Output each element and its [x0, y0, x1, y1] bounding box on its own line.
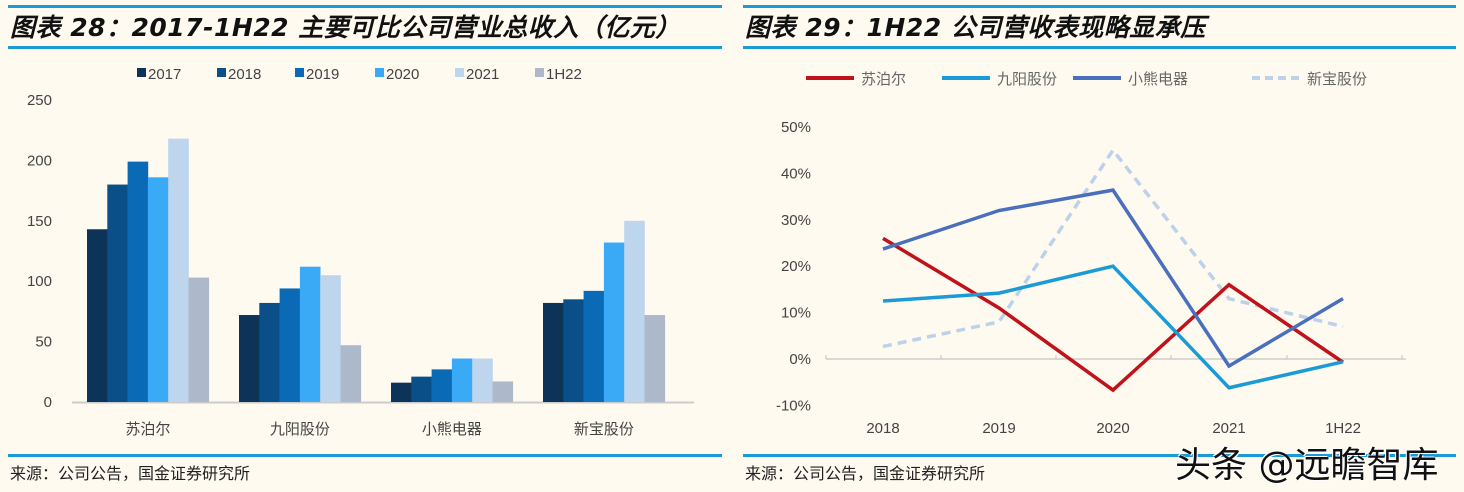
x-category-label: 新宝股份 [574, 421, 634, 438]
y-tick-label: 150 [27, 213, 52, 230]
legend-item: 2018 [217, 66, 261, 83]
legend-swatch-icon [455, 68, 464, 77]
legend-item: 2020 [375, 66, 419, 83]
top-rule [743, 5, 1456, 8]
x-category-label: 2020 [1096, 420, 1129, 437]
source-note: 来源：公司公告，国金证券研究所 [745, 464, 986, 483]
bar [188, 277, 210, 402]
y-tick-label: 0 [44, 394, 52, 411]
svg-text:2019: 2019 [306, 66, 339, 83]
source-note: 来源：公司公告，国金证券研究所 [10, 464, 251, 483]
y-tick-label: 10% [781, 305, 811, 322]
bar [239, 315, 260, 402]
line-chart: -10% 0% 10% 20% 30% 40% 50% 2018 2019 2020 2021 1H2… [776, 71, 1406, 437]
legend-swatch-icon [137, 68, 146, 77]
svg-text:小熊电器: 小熊电器 [1128, 71, 1188, 88]
chart-title: 图表 28：2017-1H22 主要可比公司营业总收入（亿元） [10, 13, 681, 42]
bar [168, 138, 189, 402]
x-category-label: 1H22 [1325, 420, 1361, 437]
svg-text:2018: 2018 [228, 66, 261, 83]
svg-text:苏泊尔: 苏泊尔 [861, 71, 906, 88]
y-tick-label: 50 [35, 334, 52, 351]
bar-group [543, 220, 666, 402]
bar [644, 315, 666, 402]
legend-swatch-icon [217, 68, 226, 77]
x-category-label: 2018 [866, 420, 899, 437]
legend-item: 2017 [137, 66, 181, 83]
bar [492, 381, 514, 402]
series-line [882, 188, 1344, 369]
y-tick-label: 250 [27, 92, 52, 109]
legend-item: 新宝股份 [1252, 71, 1367, 88]
bar [147, 177, 169, 402]
y-tick-label: 50% [781, 119, 811, 136]
bar [451, 358, 473, 402]
bar-group [87, 138, 210, 402]
bar [299, 266, 321, 402]
bar [391, 382, 412, 402]
y-tick-label: 100 [27, 273, 52, 290]
bar [259, 302, 280, 402]
bar [543, 302, 564, 402]
bar [583, 290, 605, 402]
legend-item: 2021 [455, 66, 499, 83]
bar [624, 220, 645, 402]
x-category-label: 2019 [982, 420, 1015, 437]
svg-text:2021: 2021 [466, 66, 499, 83]
series-line [882, 236, 1344, 393]
y-tick-label: -10% [776, 397, 811, 414]
chart-title: 图表 29：1H22 公司营收表现略显承压 [745, 13, 1206, 42]
svg-text:2017: 2017 [148, 66, 181, 83]
legend-item: 小熊电器 [1073, 71, 1188, 88]
legend-swatch-icon [375, 68, 384, 77]
legend-item: 九阳股份 [942, 71, 1057, 88]
series-line [882, 147, 1344, 349]
bar [87, 229, 108, 402]
bar [127, 161, 149, 402]
top-rule [8, 5, 722, 8]
bar-chart-panel: 图表 28：2017-1H22 主要可比公司营业总收入（亿元） 0 50 100 15… [0, 0, 730, 492]
series-line [882, 264, 1344, 390]
bar-group [239, 266, 362, 402]
x-category-label: 苏泊尔 [125, 421, 170, 438]
title-rule [743, 46, 1456, 49]
bar [279, 288, 301, 402]
y-tick-label: 20% [781, 258, 811, 275]
legend-item: 2019 [295, 66, 339, 83]
bar-chart: 0 50 100 150 200 250 2017 2018 2019 2020 2021 1H22 苏… [27, 66, 694, 438]
bar-group [391, 358, 514, 402]
y-tick-label: 40% [781, 165, 811, 182]
title-rule [8, 46, 722, 49]
bar [107, 184, 128, 402]
watermark: 头条 @远瞻智库 [1175, 445, 1439, 486]
legend-swatch-icon [535, 68, 544, 77]
line-chart-panel: 图表 29：1H22 公司营收表现略显承压 -10% 0% 10% 20% 30% 40%… [735, 0, 1464, 492]
legend-item: 苏泊尔 [806, 71, 906, 88]
x-category-label: 小熊电器 [422, 421, 482, 438]
svg-text:1H22: 1H22 [546, 66, 582, 83]
svg-text:2020: 2020 [386, 66, 419, 83]
bar [320, 275, 341, 402]
legend-swatch-icon [295, 68, 304, 77]
bar [603, 242, 625, 402]
source-rule [743, 454, 1456, 457]
svg-text:新宝股份: 新宝股份 [1307, 71, 1367, 88]
y-tick-label: 200 [27, 152, 52, 169]
bar [431, 369, 453, 402]
x-category-label: 九阳股份 [270, 421, 330, 438]
legend-item: 1H22 [535, 66, 582, 83]
x-category-label: 2021 [1212, 420, 1245, 437]
source-rule [8, 454, 722, 457]
bar [472, 358, 493, 402]
y-tick-label: 0% [789, 351, 811, 368]
bar [563, 299, 584, 402]
y-tick-label: 30% [781, 212, 811, 229]
bar [411, 376, 432, 402]
svg-text:九阳股份: 九阳股份 [997, 71, 1057, 88]
bar [340, 345, 362, 402]
